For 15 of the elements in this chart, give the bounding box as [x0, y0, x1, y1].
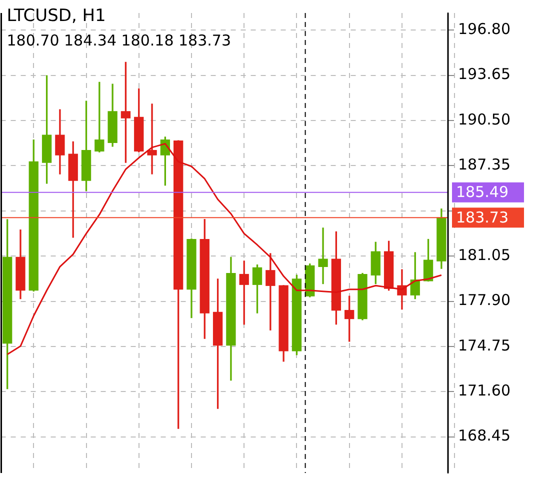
- y-tick-label: 196.80: [458, 20, 510, 38]
- y-tick-label: 187.35: [458, 156, 510, 174]
- ref-line-label: 185.49: [456, 183, 508, 202]
- y-tick-label: 171.60: [458, 382, 510, 400]
- y-tick-label: 168.45: [458, 426, 510, 445]
- ref-line-label: 183.73: [456, 208, 508, 226]
- y-tick-label: 181.05: [458, 246, 510, 264]
- y-tick-label: 190.50: [458, 110, 510, 128]
- text: 180.70 184.34 180.18 183.73: [6, 31, 231, 50]
- y-tick-label: 177.90: [458, 291, 510, 310]
- chart-title: LTCUSD, H1: [6, 6, 106, 26]
- candlestick: [147, 104, 157, 174]
- y-tick-label: 193.65: [458, 65, 510, 84]
- candlestick: [318, 228, 328, 284]
- y-tick-label: 174.75: [458, 336, 510, 354]
